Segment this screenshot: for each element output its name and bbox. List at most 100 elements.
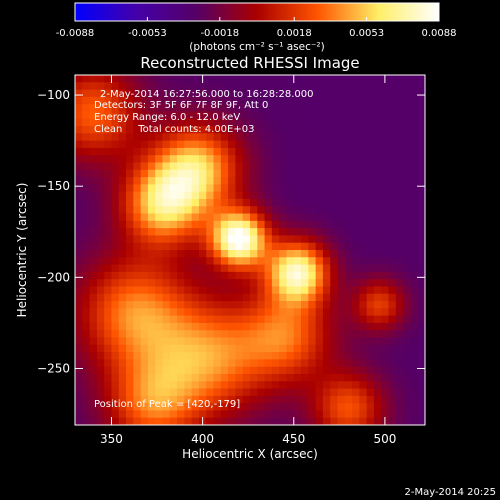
heatmap-cell: [213, 133, 222, 142]
heatmap-cell: [366, 417, 375, 426]
heatmap-cell: [133, 162, 142, 171]
heatmap-cell: [257, 162, 265, 171]
heatmap-cell: [140, 395, 149, 404]
heatmap-cell: [89, 381, 98, 389]
heatmap-cell: [198, 147, 207, 156]
heatmap-cell: [96, 75, 105, 83]
heatmap-cell: [220, 373, 229, 382]
heatmap-cell: [198, 228, 207, 236]
heatmap-cell: [155, 220, 163, 229]
heatmap-cell: [147, 257, 156, 265]
heatmap-cell: [213, 410, 222, 419]
heatmap-cell: [322, 264, 331, 273]
heatmap-cell: [220, 162, 229, 171]
heatmap-cell: [381, 242, 389, 251]
heatmap-cell: [330, 293, 338, 302]
heatmap-cell: [271, 330, 280, 338]
heatmap-cell: [184, 388, 193, 397]
heatmap-cell: [344, 301, 353, 309]
heatmap-cell: [140, 344, 149, 353]
heatmap-cell: [308, 235, 317, 244]
heatmap-cell: [111, 133, 120, 142]
annotation-clean-counts: Clean Total counts: 4.00E+03: [94, 124, 254, 135]
heatmap-cell: [133, 381, 142, 389]
heatmap-cell: [322, 417, 331, 426]
heatmap-cell: [366, 271, 375, 280]
heatmap-cell: [330, 177, 338, 185]
heatmap-cell: [118, 381, 127, 389]
heatmap-cell: [403, 410, 411, 419]
heatmap-cell: [206, 242, 214, 251]
heatmap-cell: [184, 235, 193, 244]
heatmap-cell: [381, 206, 389, 214]
heatmap-cell: [264, 286, 273, 295]
heatmap-cell: [337, 242, 346, 251]
heatmap-cell: [82, 315, 90, 324]
heatmap-cell: [315, 191, 324, 200]
heatmap-cell: [308, 250, 317, 258]
heatmap-cell: [169, 133, 178, 142]
heatmap-cell: [177, 403, 185, 411]
heatmap-cell: [140, 82, 149, 90]
heatmap-cell: [366, 162, 375, 171]
annotation-detectors: Detectors: 3F 5F 6F 7F 8F 9F, Att 0: [94, 100, 268, 111]
chart-title: Reconstructed RHESSI Image: [140, 54, 359, 72]
heatmap-cell: [322, 257, 331, 265]
heatmap-cell: [359, 264, 368, 273]
heatmap-cell: [271, 118, 280, 127]
heatmap-cell: [293, 417, 302, 426]
heatmap-cell: [184, 220, 193, 229]
heatmap-cell: [373, 388, 382, 397]
heatmap-cell: [213, 242, 222, 251]
heatmap-cell: [330, 75, 338, 83]
heatmap-cell: [155, 264, 163, 273]
heatmap-cell: [388, 337, 397, 346]
heatmap-cell: [417, 184, 426, 193]
heatmap-cell: [162, 140, 171, 149]
heatmap-cell: [271, 315, 280, 324]
heatmap-cell: [264, 271, 273, 280]
heatmap-cell: [315, 293, 324, 302]
heatmap-cell: [118, 344, 127, 353]
heatmap-cell: [388, 373, 397, 382]
heatmap-cell: [264, 177, 273, 185]
heatmap-cell: [118, 82, 127, 90]
heatmap-cell: [257, 235, 265, 244]
heatmap-cell: [89, 279, 98, 287]
heatmap-cell: [337, 220, 346, 229]
heatmap-cell: [410, 206, 419, 214]
heatmap-cell: [126, 96, 134, 105]
heatmap-cell: [118, 140, 127, 149]
heatmap-cell: [206, 191, 214, 200]
heatmap-cell: [352, 388, 360, 397]
heatmap-cell: [162, 191, 171, 200]
heatmap-cell: [279, 198, 287, 207]
heatmap-cell: [104, 315, 112, 324]
heatmap-cell: [235, 191, 244, 200]
heatmap-cell: [337, 213, 346, 222]
heatmap-cell: [250, 89, 258, 98]
heatmap-cell: [337, 206, 346, 214]
heatmap-cell: [308, 337, 317, 346]
heatmap-cell: [220, 257, 229, 265]
heatmap-cell: [89, 417, 98, 426]
heatmap-cell: [403, 213, 411, 222]
heatmap-cell: [403, 191, 411, 200]
heatmap-cell: [242, 126, 251, 134]
heatmap-cell: [322, 89, 331, 98]
heatmap-cell: [169, 82, 178, 90]
heatmap-cell: [250, 228, 258, 236]
heatmap-cell: [228, 359, 236, 368]
heatmap-cell: [403, 133, 411, 142]
heatmap-cell: [264, 301, 273, 309]
heatmap-cell: [250, 301, 258, 309]
heatmap-cell: [147, 228, 156, 236]
heatmap-cell: [344, 198, 353, 207]
heatmap-cell: [388, 104, 397, 112]
heatmap-cell: [395, 359, 404, 368]
heatmap-cell: [242, 184, 251, 193]
heatmap-cell: [177, 322, 185, 331]
heatmap-cell: [242, 337, 251, 346]
heatmap-cell: [293, 410, 302, 419]
heatmap-cell: [352, 75, 360, 83]
